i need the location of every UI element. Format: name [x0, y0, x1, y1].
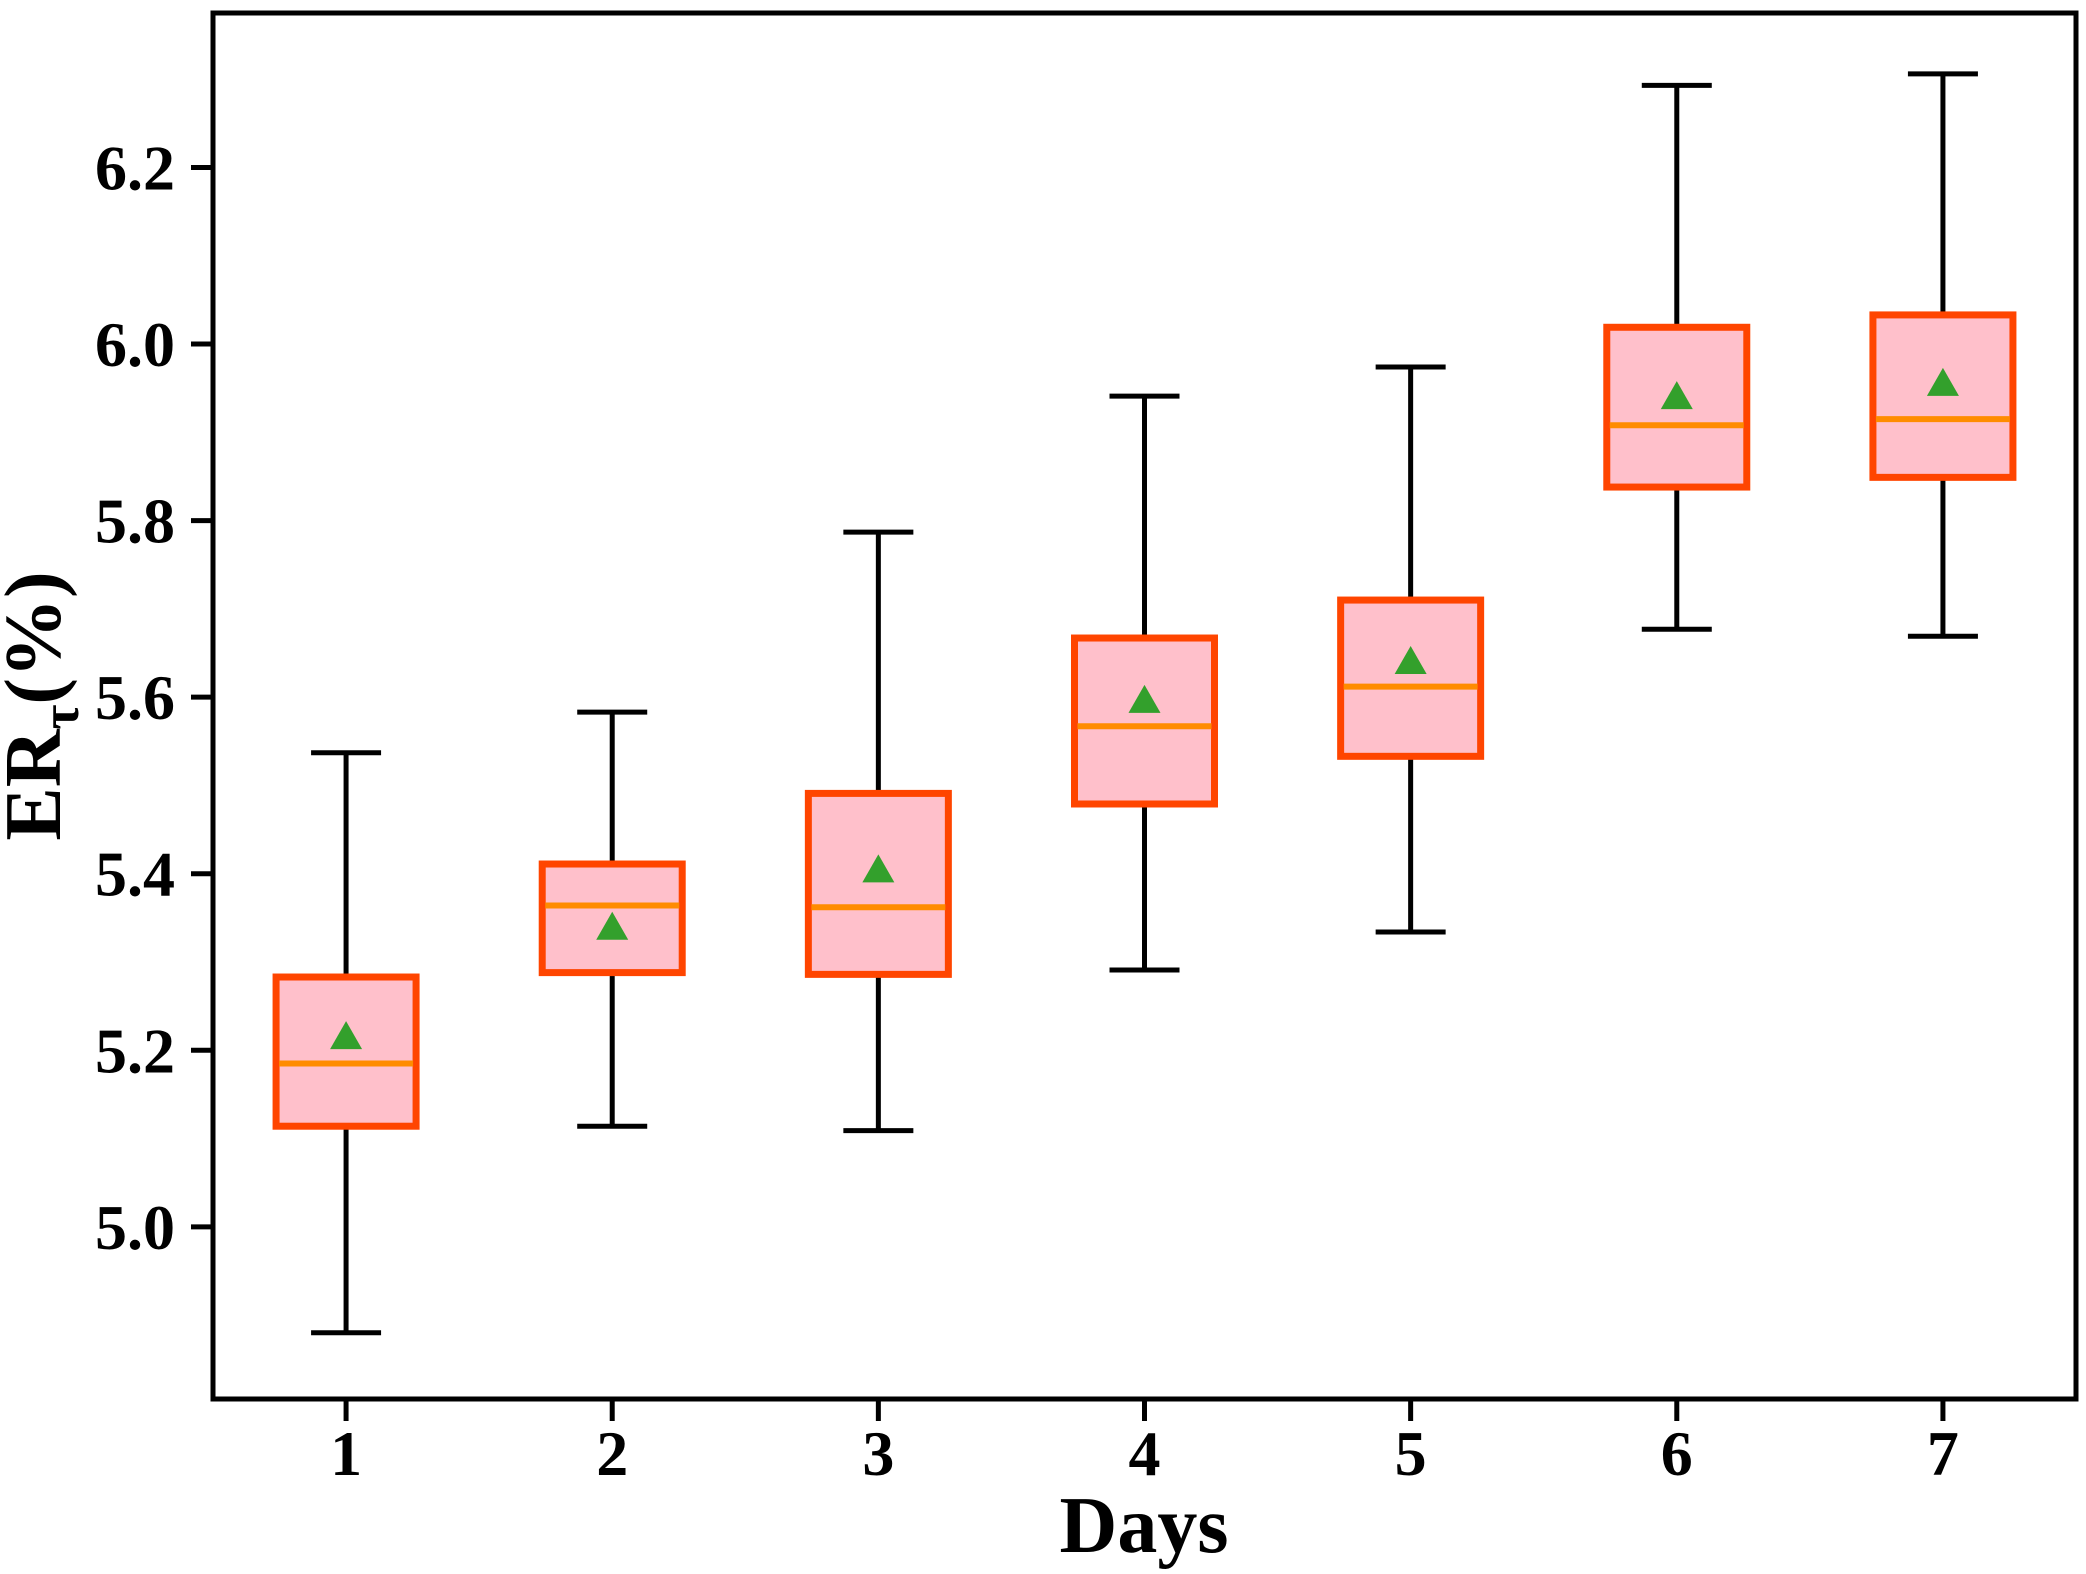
box-day-7	[1869, 311, 2017, 481]
mean-marker-day-6	[1660, 381, 1693, 410]
mean-marker-day-4	[1128, 684, 1161, 713]
box-day-1	[272, 973, 420, 1130]
y-axis-label: ERτ(%)	[0, 571, 90, 840]
box-group-day-2	[538, 709, 686, 1129]
y-tick-label-6.2: 6.2	[95, 132, 175, 203]
mean-marker-day-7	[1926, 367, 1959, 396]
x-tick-label-2: 2	[596, 1418, 628, 1489]
y-tick-label-5.0: 5.0	[95, 1192, 175, 1263]
y-tick-label-5.4: 5.4	[95, 839, 175, 910]
box-group-day-3	[804, 529, 952, 1134]
box-day-6	[1603, 323, 1751, 491]
mean-marker-day-2	[596, 911, 629, 940]
y-axis-label-subscript: τ	[30, 705, 90, 730]
mean-marker-day-3	[862, 854, 895, 883]
box-day-5	[1337, 596, 1485, 760]
box-group-day-1	[272, 750, 420, 1336]
mean-marker-day-1	[330, 1021, 363, 1050]
x-tick-label-4: 4	[1129, 1418, 1161, 1489]
x-tick-label-7: 7	[1927, 1418, 1959, 1489]
y-tick-label-5.2: 5.2	[95, 1015, 175, 1086]
mean-marker-day-5	[1394, 645, 1427, 674]
x-tick-label-6: 6	[1661, 1418, 1693, 1489]
y-axis-label-prefix: ER	[0, 728, 78, 840]
y-tick-label-5.6: 5.6	[95, 662, 175, 733]
box-day-3	[804, 789, 952, 978]
box-group-day-4	[1071, 393, 1218, 973]
box-group-day-5	[1337, 364, 1485, 935]
x-tick-label-3: 3	[862, 1418, 894, 1489]
x-tick-label-1: 1	[330, 1418, 362, 1489]
y-tick-label-6.0: 6.0	[95, 309, 175, 380]
x-tick-label-5: 5	[1395, 1418, 1427, 1489]
x-axis-label: Days	[1060, 1482, 1229, 1570]
box-group-day-7	[1869, 71, 2017, 639]
plot-content: 5.0 5.2 5.4 5.6 5.8 6.0 6.2 1 2 3 4 5 6 7	[95, 10, 2079, 1489]
y-axis-label-suffix: (%)	[0, 571, 78, 704]
y-tick-label-5.8: 5.8	[95, 486, 175, 557]
box-group-day-6	[1603, 82, 1751, 632]
box-day-4	[1071, 634, 1218, 808]
